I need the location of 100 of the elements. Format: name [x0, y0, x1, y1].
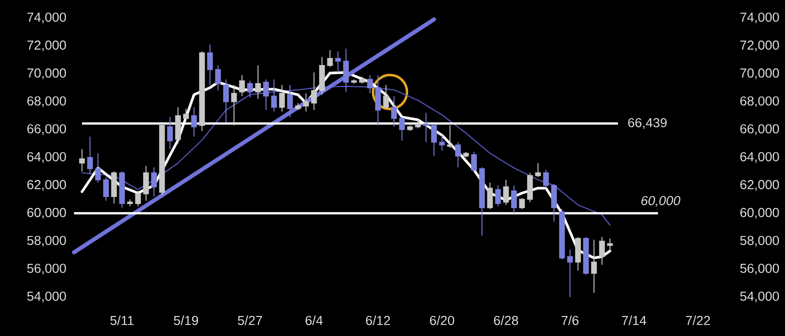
candlestick — [431, 124, 437, 157]
y-tick-label: 62,000 — [27, 180, 66, 191]
candlestick — [127, 198, 133, 207]
y2-tick-label: 54,000 — [740, 292, 779, 302]
x-tick-label: 6/12 — [366, 316, 390, 326]
y-tick-label: 58,000 — [27, 236, 66, 247]
candlestick — [503, 179, 509, 206]
candlestick — [119, 170, 125, 208]
y-tick-label: 66,000 — [27, 124, 66, 135]
candlestick — [527, 172, 533, 203]
candlestick — [95, 152, 101, 184]
candlestick — [343, 48, 349, 92]
candlestick — [183, 108, 189, 122]
y-tick-label: 60,000 — [27, 208, 66, 219]
candlestick — [103, 176, 109, 202]
candlestick — [567, 249, 573, 298]
candlestick — [279, 84, 285, 112]
x-tick-label: 5/19 — [174, 316, 198, 326]
candlestick — [223, 78, 229, 124]
y-tick-label: 68,000 — [27, 96, 66, 108]
candlestick — [79, 148, 85, 172]
candlestick — [231, 84, 237, 126]
candlestick — [215, 64, 221, 91]
candlestick — [519, 197, 525, 210]
candlestick — [167, 116, 173, 150]
y-tick-label: 74,000 — [27, 12, 66, 24]
y-tick-label: 54,000 — [27, 292, 66, 302]
y2-tick-label: 70,000 — [740, 68, 779, 80]
x-tick-label: 7/22 — [686, 316, 710, 326]
candlestick — [455, 142, 461, 168]
candlestick — [375, 74, 381, 126]
y2-tick-label: 64,000 — [740, 152, 779, 163]
y-tick-label: 72,000 — [27, 40, 66, 52]
candlestick — [583, 236, 589, 276]
candlestick — [463, 151, 469, 158]
candlestick — [151, 166, 157, 197]
candlestick — [543, 170, 549, 189]
candlestick — [159, 124, 165, 196]
y2-tick-label: 72,000 — [740, 40, 779, 52]
candlestick — [311, 72, 317, 111]
y-tick-label: 64,000 — [27, 152, 66, 163]
candlestick — [487, 182, 493, 210]
candlestick — [287, 84, 293, 118]
candlestick — [87, 136, 93, 175]
x-tick-label: 5/27 — [238, 316, 262, 326]
x-tick-label: 7/14 — [622, 316, 646, 326]
candlestick — [447, 124, 453, 148]
candlestick — [399, 116, 405, 142]
x-tick-label: 6/4 — [306, 316, 323, 326]
candlestick — [263, 78, 269, 111]
candlestick — [535, 162, 541, 178]
candlestick — [143, 165, 149, 202]
candlestick — [303, 92, 309, 112]
candlestick — [271, 78, 277, 112]
y2-tick-label: 62,000 — [740, 180, 779, 191]
candlestick — [383, 84, 389, 110]
candlestick — [407, 124, 413, 132]
x-tick-label: 5/11 — [110, 316, 134, 326]
candlestick — [479, 166, 485, 236]
candlestick — [207, 44, 213, 86]
x-tick-label: 7/6 — [562, 316, 578, 326]
candlestick — [175, 106, 181, 144]
candlestick — [423, 112, 429, 143]
y2-tick-label: 56,000 — [740, 264, 779, 274]
candlestick — [295, 102, 301, 111]
y2-tick-label: 58,000 — [740, 236, 779, 247]
x-tick-label: 6/28 — [494, 316, 518, 326]
y2-tick-label: 74,000 — [740, 12, 779, 24]
candlestick — [591, 239, 597, 294]
ref-line-label: 66,439 — [628, 118, 667, 129]
y2-tick-label: 68,000 — [740, 96, 779, 108]
candlestick — [367, 74, 373, 94]
candlestick — [391, 96, 397, 128]
candlestick — [239, 74, 245, 97]
candlestick — [319, 56, 325, 96]
candlestick — [495, 184, 501, 207]
candlestick — [335, 51, 341, 73]
candlestick — [359, 76, 365, 84]
y2-tick-label: 60,000 — [740, 208, 779, 219]
y2-tick-label: 66,000 — [740, 124, 779, 135]
candlestick — [199, 51, 205, 132]
y-tick-label: 56,000 — [27, 264, 66, 274]
candlestick — [439, 134, 445, 151]
candlestick — [559, 208, 565, 260]
candlestick — [255, 64, 261, 100]
candlestick — [351, 78, 357, 84]
candlestick — [607, 238, 613, 252]
candlestick — [247, 80, 253, 98]
candlestick — [135, 190, 141, 207]
x-tick-label: 6/20 — [430, 316, 454, 326]
candlestick — [111, 170, 117, 204]
candlestick — [511, 184, 517, 214]
candlestick — [599, 236, 605, 266]
y-tick-label: 70,000 — [27, 68, 66, 80]
candlestick — [575, 236, 581, 271]
ref-line-label: 60,000 — [641, 196, 680, 207]
candlestick — [415, 119, 421, 129]
candlestick — [327, 50, 333, 68]
candlestick — [551, 184, 557, 222]
candlestick — [191, 106, 197, 138]
